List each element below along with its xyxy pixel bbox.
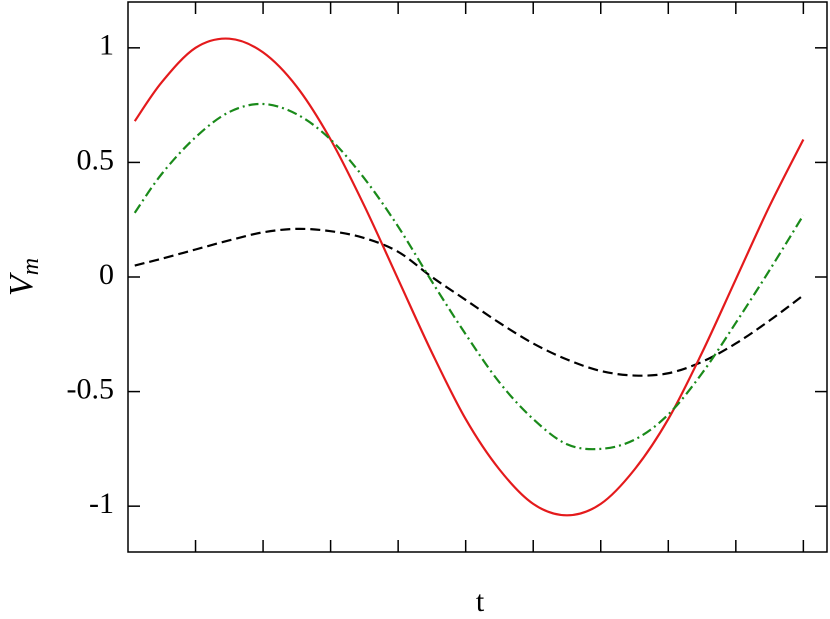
y-tick-label: 0 [99,258,114,291]
y-tick-label: -0.5 [67,372,115,405]
line-series [133,37,805,517]
plot-frame [127,1,828,553]
y-axis-label: Vm [3,258,44,296]
y-axis-label-sub: m [18,258,44,275]
y-tick-label: 1 [99,29,114,62]
y-tick-label: -1 [89,487,114,520]
line-series [134,227,805,377]
y-tick-label: 0.5 [77,143,115,176]
line-series [133,102,805,451]
x-axis-label: t [476,585,485,618]
